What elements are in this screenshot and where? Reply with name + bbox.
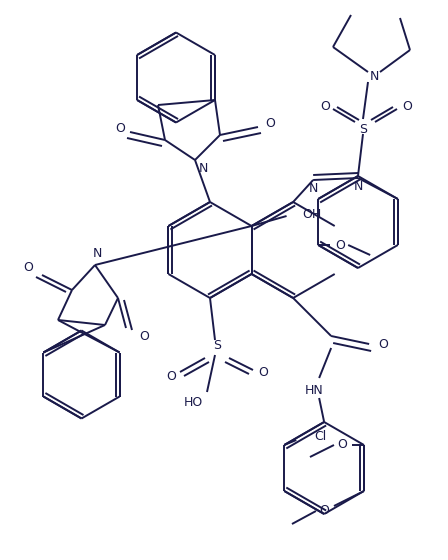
Text: HO: HO bbox=[183, 395, 202, 408]
Text: HN: HN bbox=[305, 384, 323, 396]
Text: O: O bbox=[319, 505, 329, 517]
Text: O: O bbox=[265, 116, 275, 129]
Text: N: N bbox=[198, 161, 208, 175]
Text: N: N bbox=[369, 69, 379, 82]
Text: O: O bbox=[115, 122, 125, 134]
Text: OH: OH bbox=[302, 208, 322, 221]
Text: O: O bbox=[402, 100, 412, 113]
Text: O: O bbox=[23, 260, 33, 273]
Text: N: N bbox=[92, 246, 102, 259]
Text: O: O bbox=[139, 329, 149, 343]
Text: Cl: Cl bbox=[314, 430, 327, 442]
Text: O: O bbox=[337, 438, 347, 451]
Text: N: N bbox=[309, 181, 318, 194]
Text: S: S bbox=[213, 338, 221, 352]
Text: O: O bbox=[320, 100, 330, 113]
Text: O: O bbox=[335, 239, 345, 251]
Text: O: O bbox=[378, 338, 388, 351]
Text: O: O bbox=[258, 366, 268, 379]
Text: O: O bbox=[166, 370, 176, 382]
Text: S: S bbox=[359, 123, 367, 136]
Text: N: N bbox=[353, 180, 363, 193]
